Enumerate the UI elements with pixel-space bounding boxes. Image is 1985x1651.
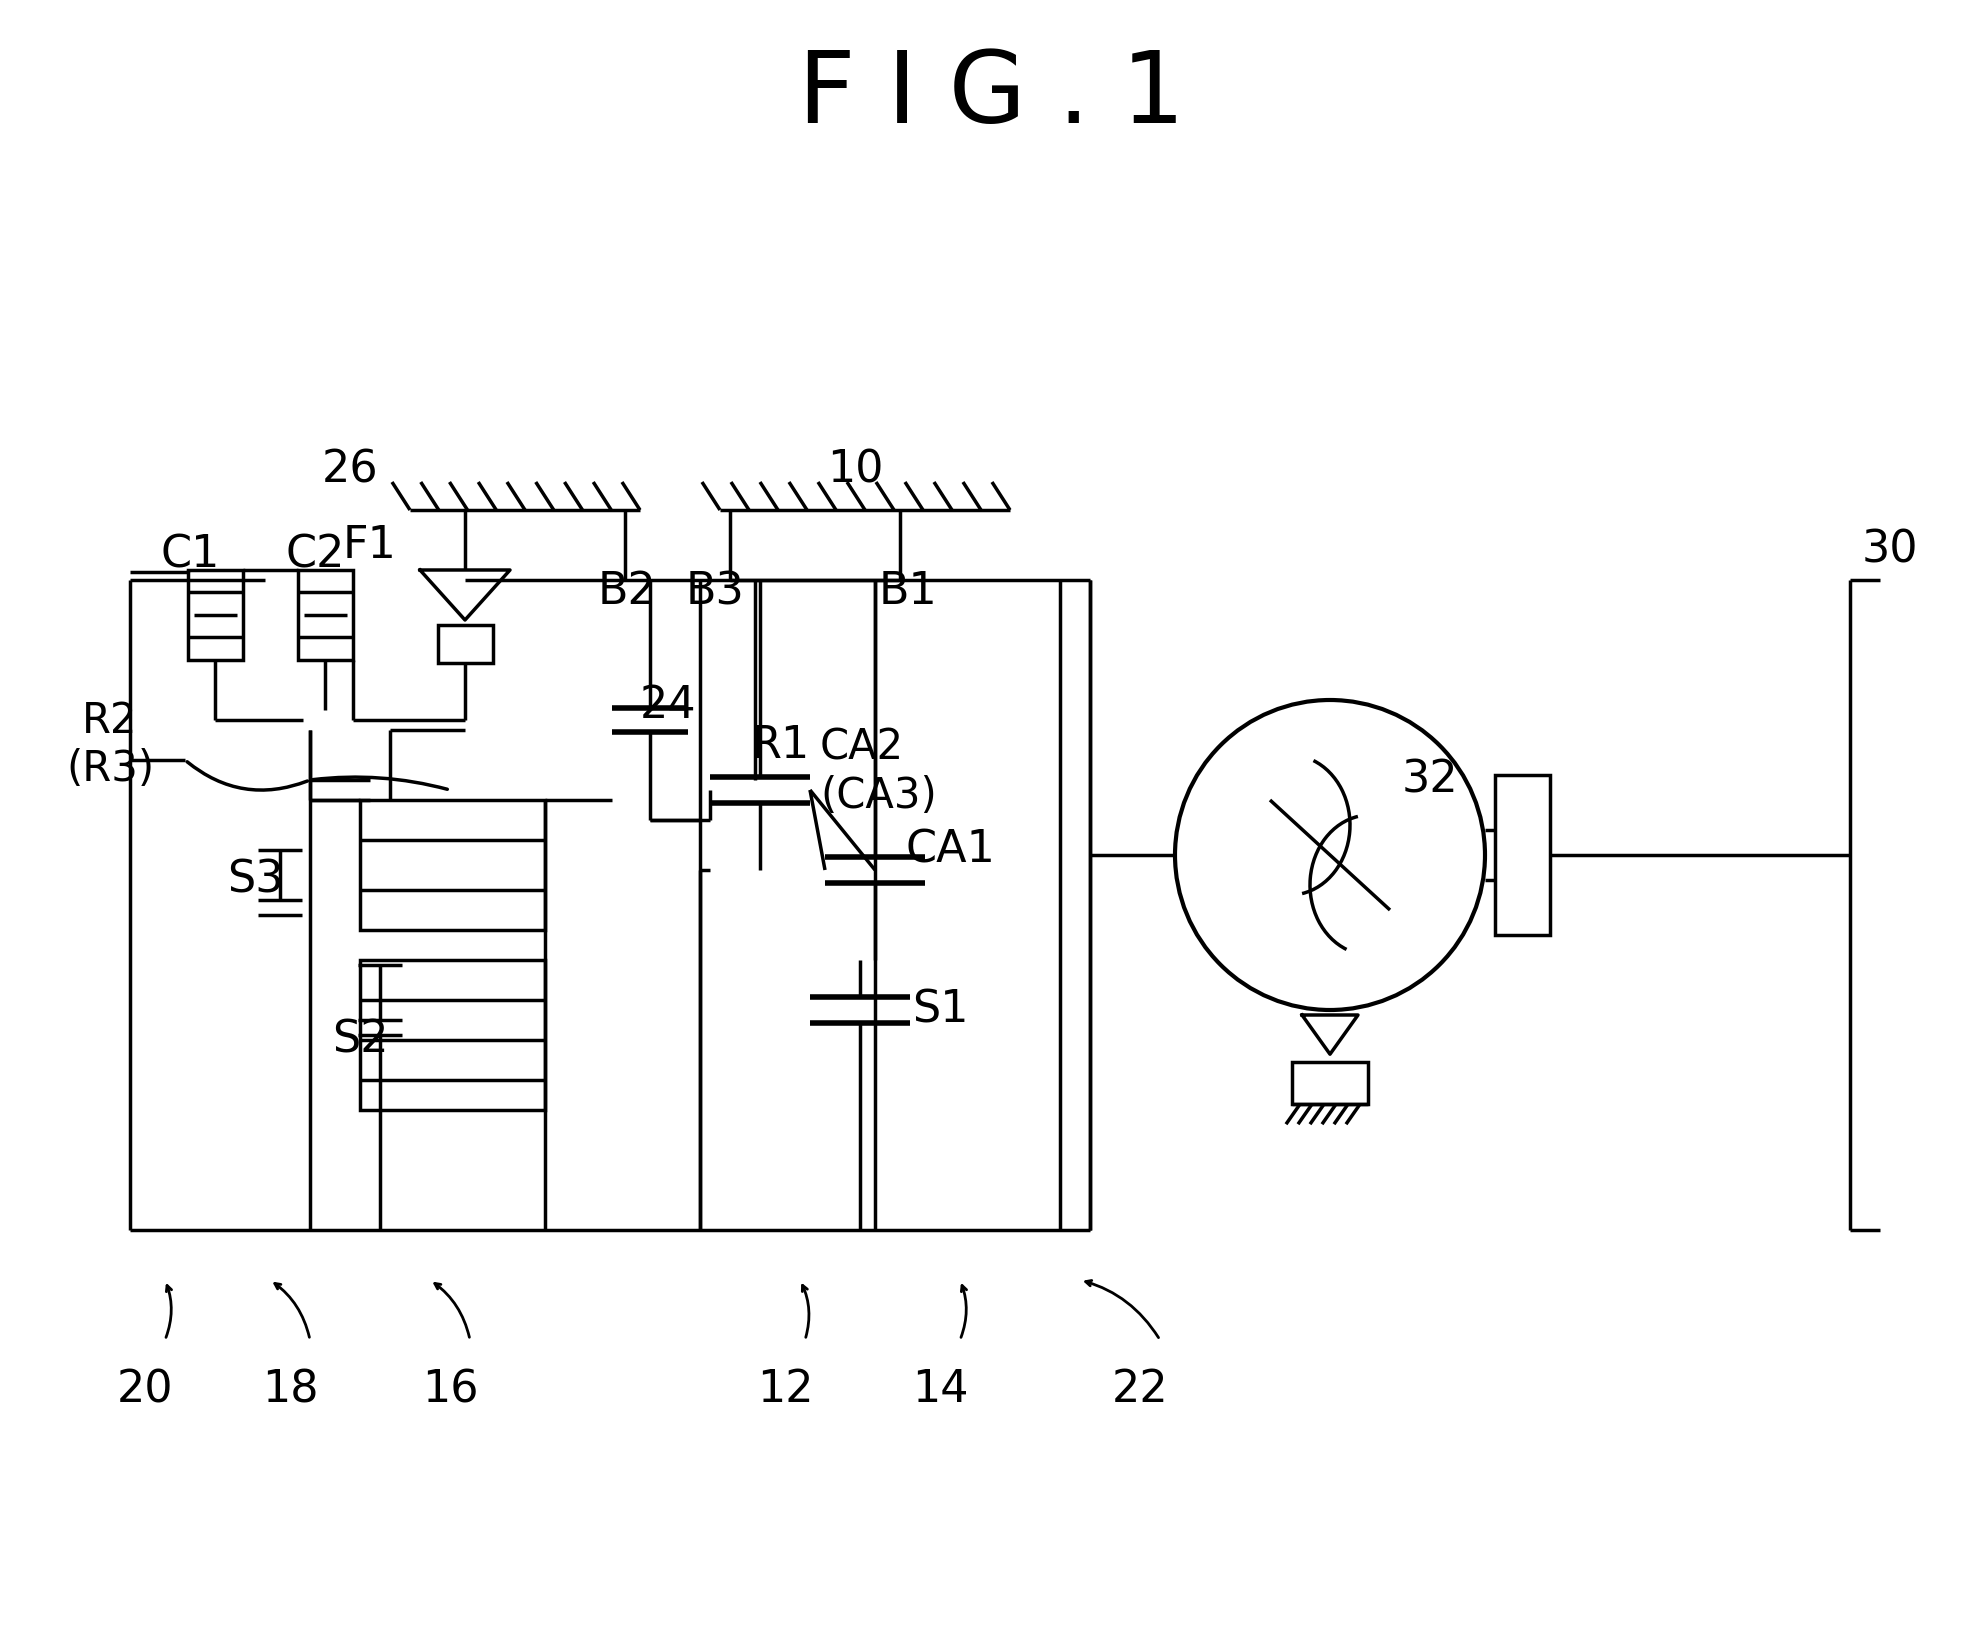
Bar <box>359 801 546 930</box>
Text: B3: B3 <box>685 571 744 614</box>
Text: F I G . 1: F I G . 1 <box>798 46 1185 144</box>
Text: 16: 16 <box>421 1369 478 1412</box>
Text: 30: 30 <box>1862 528 1918 571</box>
Bar <box>187 570 242 660</box>
Text: 26: 26 <box>322 449 379 492</box>
Text: 12: 12 <box>756 1369 814 1412</box>
Bar <box>1292 1062 1368 1105</box>
Text: 18: 18 <box>262 1369 318 1412</box>
Text: 32: 32 <box>1401 758 1459 801</box>
Text: 22: 22 <box>1112 1369 1169 1412</box>
Text: R1: R1 <box>750 723 810 766</box>
Text: S3: S3 <box>226 859 284 901</box>
Text: S2: S2 <box>331 1019 389 1062</box>
Bar <box>359 959 546 1109</box>
Text: CA1: CA1 <box>905 829 994 872</box>
Bar <box>298 570 353 660</box>
Text: S1: S1 <box>911 989 969 1032</box>
Text: C1: C1 <box>161 533 220 576</box>
Text: 10: 10 <box>826 449 883 492</box>
Text: CA2
(CA3): CA2 (CA3) <box>820 726 937 817</box>
Text: F1: F1 <box>343 523 397 566</box>
Bar <box>437 626 492 664</box>
Bar <box>1495 774 1550 934</box>
Text: R2
(R3): R2 (R3) <box>66 700 155 791</box>
Text: C2: C2 <box>286 533 345 576</box>
Text: 20: 20 <box>117 1369 173 1412</box>
Text: B2: B2 <box>597 571 657 614</box>
Text: B1: B1 <box>879 571 937 614</box>
Text: 14: 14 <box>911 1369 969 1412</box>
Text: 24: 24 <box>639 684 697 726</box>
